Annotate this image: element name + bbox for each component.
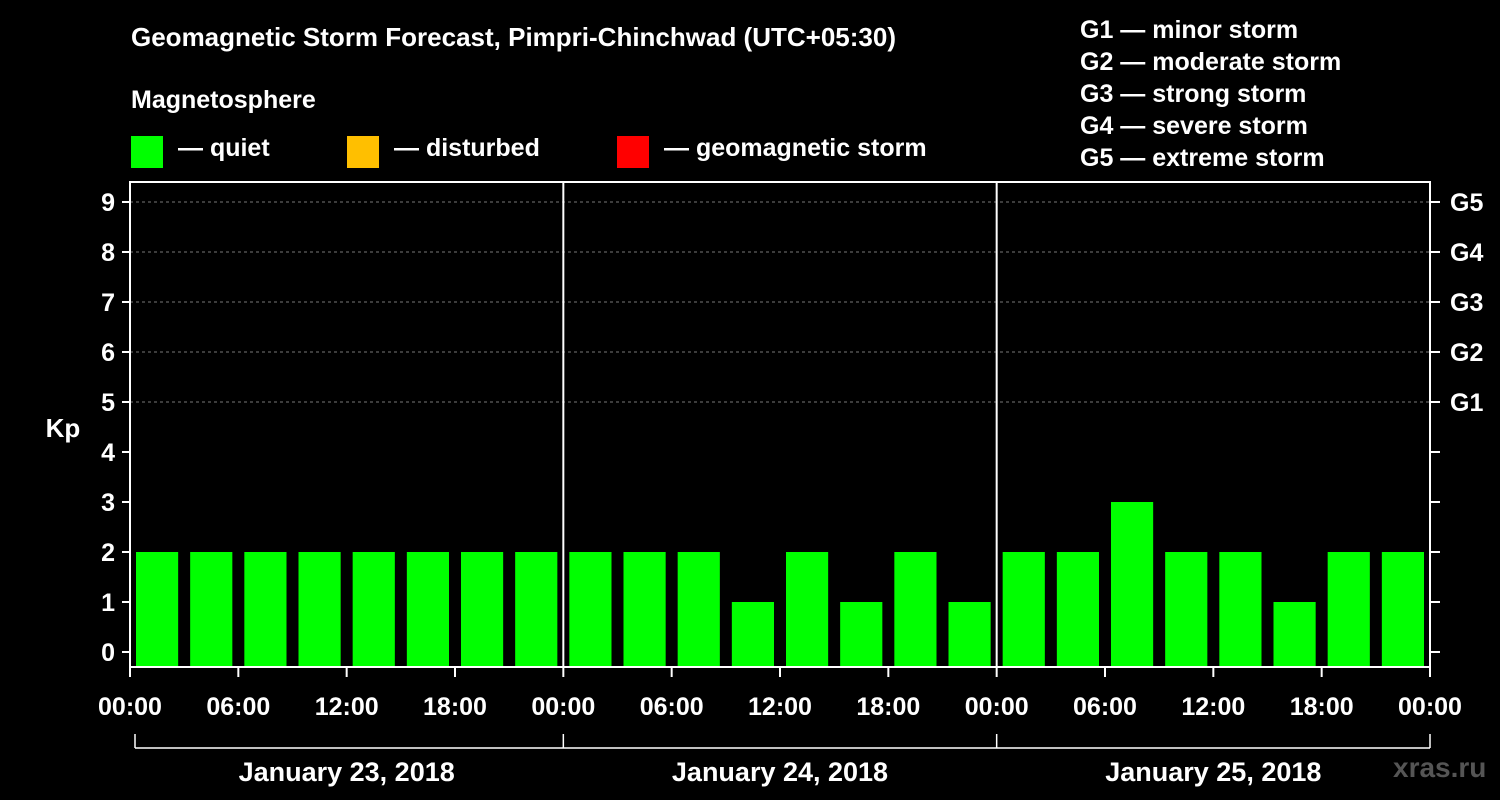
- x-tick-label: 12:00: [1181, 693, 1245, 721]
- x-tick-label: 00:00: [1398, 693, 1462, 721]
- kp-bar: [1165, 552, 1208, 667]
- legend-label-quiet: — quiet: [178, 134, 270, 162]
- storm-level-legend: G1 — minor storm G2 — moderate storm G3 …: [1080, 14, 1341, 174]
- watermark: xras.ru: [1393, 752, 1487, 783]
- kp-bar: [298, 552, 341, 667]
- x-tick-label: 06:00: [1073, 693, 1137, 721]
- legend-swatch-storm: [617, 136, 649, 168]
- legend-swatch-disturbed: [347, 136, 379, 168]
- kp-bar: [406, 552, 449, 667]
- kp-bar: [1381, 552, 1424, 667]
- storm-level-axis-label: G5: [1450, 189, 1483, 217]
- storm-level-axis-label: G3: [1450, 289, 1483, 317]
- kp-bar: [1002, 552, 1045, 667]
- kp-bar: [948, 602, 991, 667]
- y-tick-label: 0: [101, 639, 115, 667]
- kp-bar: [244, 552, 287, 667]
- x-tick-label: 12:00: [315, 693, 379, 721]
- x-tick-label: 00:00: [531, 693, 595, 721]
- kp-bar: [677, 552, 720, 667]
- kp-bar: [1056, 552, 1099, 667]
- date-label: January 24, 2018: [672, 757, 888, 787]
- x-tick-label: 06:00: [206, 693, 270, 721]
- x-tick-label: 06:00: [640, 693, 704, 721]
- kp-bar: [731, 602, 774, 667]
- chart-title: Geomagnetic Storm Forecast, Pimpri-Chinc…: [131, 22, 896, 52]
- kp-bar: [1327, 552, 1370, 667]
- chart-subtitle: Magnetosphere: [131, 86, 316, 114]
- kp-bar: [515, 552, 558, 667]
- kp-bar: [840, 602, 883, 667]
- storm-level-g3: G3 — strong storm: [1080, 80, 1307, 108]
- kp-bar: [894, 552, 937, 667]
- kp-bar: [1273, 602, 1316, 667]
- storm-level-axis-label: G4: [1450, 239, 1483, 267]
- storm-level-axis-label: G2: [1450, 339, 1483, 367]
- y-tick-label: 3: [101, 489, 115, 517]
- kp-bar: [1111, 502, 1154, 667]
- x-tick-label: 18:00: [856, 693, 920, 721]
- kp-bar: [623, 552, 666, 667]
- legend-label-disturbed: — disturbed: [394, 134, 540, 162]
- kp-bar: [190, 552, 233, 667]
- y-tick-label: 9: [101, 189, 115, 217]
- kp-bar: [136, 552, 179, 667]
- storm-level-axis-label: G1: [1450, 389, 1483, 417]
- storm-level-g4: G4 — severe storm: [1080, 112, 1308, 140]
- y-tick-label: 2: [101, 539, 115, 567]
- kp-bar: [1219, 552, 1262, 667]
- storm-level-g2: G2 — moderate storm: [1080, 48, 1342, 76]
- kp-bar: [461, 552, 504, 667]
- storm-level-g1: G1 — minor storm: [1080, 16, 1299, 44]
- y-tick-label: 7: [101, 289, 115, 317]
- y-axis-label: Kp: [46, 413, 81, 443]
- y-tick-label: 8: [101, 239, 115, 267]
- x-tick-label: 00:00: [965, 693, 1029, 721]
- x-tick-label: 12:00: [748, 693, 812, 721]
- storm-level-g5: G5 — extreme storm: [1080, 144, 1325, 172]
- y-tick-label: 5: [101, 389, 115, 417]
- x-tick-label: 00:00: [98, 693, 162, 721]
- legend-swatch-quiet: [131, 136, 163, 168]
- y-tick-label: 1: [101, 589, 115, 617]
- y-tick-label: 6: [101, 339, 115, 367]
- kp-bar: [786, 552, 829, 667]
- legend-label-storm: — geomagnetic storm: [664, 134, 927, 162]
- y-tick-label: 4: [101, 439, 115, 467]
- kp-bar: [352, 552, 395, 667]
- date-label: January 23, 2018: [239, 757, 455, 787]
- kp-bar: [569, 552, 612, 667]
- date-label: January 25, 2018: [1105, 757, 1321, 787]
- x-tick-label: 18:00: [1290, 693, 1354, 721]
- x-tick-label: 18:00: [423, 693, 487, 721]
